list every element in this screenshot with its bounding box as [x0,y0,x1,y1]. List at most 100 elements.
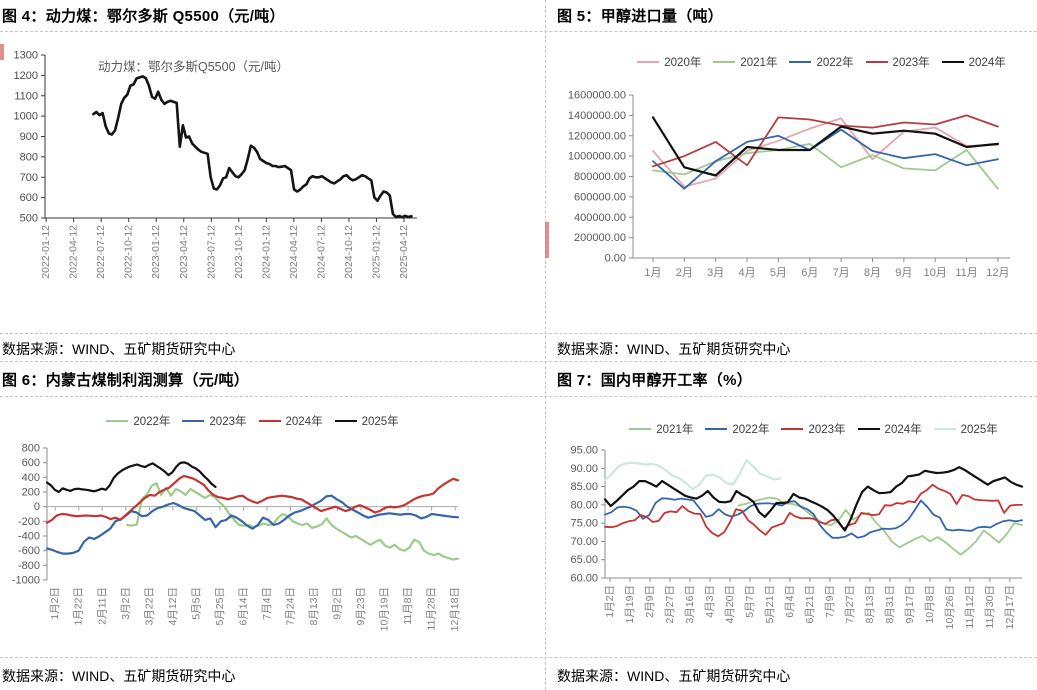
separator-line-below-source1 [0,361,1037,362]
series-2023年 [652,114,999,168]
svg-text:5月25日: 5月25日 [214,587,226,626]
svg-text:0: 0 [34,501,40,513]
svg-text:75.00: 75.00 [570,518,598,530]
legend-item: 2023年 [781,421,846,437]
svg-text:1300: 1300 [14,50,38,62]
fig7-plot-svg: 95.00 90.00 85.00 80.00 75.00 70.00 65.00 60.00… [570,445,1024,629]
svg-text:800: 800 [22,443,40,455]
svg-text:800: 800 [20,151,38,163]
series-2021年 [652,143,999,190]
svg-text:-600: -600 [18,545,40,557]
svg-text:2022-01-12: 2022-01-12 [40,225,52,279]
separator-line-titles-row1 [0,31,1037,32]
svg-text:8月31日: 8月31日 [884,585,896,624]
svg-text:600000.00: 600000.00 [574,191,626,203]
svg-text:70.00: 70.00 [570,536,598,548]
legend-swatch [637,61,660,63]
svg-text:800000.00: 800000.00 [574,171,626,183]
svg-text:12月17日: 12月17日 [1004,585,1016,629]
svg-text:-1000: -1000 [12,575,40,587]
svg-text:1200000.00: 1200000.00 [568,130,626,142]
y-axis: 1600000.00 1400000.00 1200000.00 1000000.00… [568,90,634,265]
series-2022年 [652,128,999,190]
figure7-title: 图 7：国内甲醇开工率（%） [557,372,753,389]
y-axis: 1300 1200 1100 1000 900 800 700 600 500 [14,50,46,225]
legend-swatch [106,420,129,422]
svg-text:11月8日: 11月8日 [402,587,414,625]
svg-text:1月2日: 1月2日 [49,587,61,620]
svg-text:2月11日: 2月11日 [96,587,108,625]
svg-text:10月8日: 10月8日 [924,585,936,624]
svg-text:1000: 1000 [14,111,38,123]
separator-line-above-source2 [0,657,1037,658]
legend-label: 2021年 [740,57,778,69]
svg-text:11月: 11月 [955,267,977,279]
svg-text:0.00: 0.00 [605,253,626,265]
svg-text:85.00: 85.00 [570,481,598,493]
legend-swatch [857,428,880,430]
svg-text:8月13日: 8月13日 [308,587,320,626]
svg-text:2024-10-12: 2024-10-12 [343,225,355,279]
svg-text:80.00: 80.00 [570,499,598,511]
svg-text:500: 500 [20,213,38,225]
fig5-plot-svg: 1600000.00 1400000.00 1200000.00 1000000.00… [568,90,1010,279]
svg-text:-800: -800 [18,560,40,572]
legend-item: 2021年 [629,421,693,437]
svg-text:2023-04-12: 2023-04-12 [178,225,190,279]
legend-item: 2024年 [258,413,323,429]
svg-text:-200: -200 [18,516,40,528]
svg-text:1月2日: 1月2日 [604,585,616,618]
svg-text:11月28日: 11月28日 [426,587,438,631]
svg-text:4月3日: 4月3日 [704,585,716,618]
svg-text:6月21日: 6月21日 [804,585,816,624]
svg-text:3月16日: 3月16日 [684,585,696,624]
svg-text:7月4日: 7月4日 [261,587,273,620]
legend-label: 2022年 [816,57,854,69]
svg-text:3月: 3月 [707,267,724,279]
svg-text:1月19日: 1月19日 [624,585,636,624]
legend-item: 2021年 [713,54,777,70]
svg-text:1月22日: 1月22日 [73,587,85,626]
y-axis: 95.00 90.00 85.00 80.00 75.00 70.00 65.00 60.00 [570,445,606,585]
x-axis: 1月2日 1月22日 2月11日 3月2日 3月22日 4月12日 5月5日 5月25日 6月1… [47,506,461,631]
svg-text:8月: 8月 [864,267,881,279]
svg-text:4月: 4月 [738,267,755,279]
legend-item: 2024年 [857,421,922,437]
svg-text:5月7日: 5月7日 [744,585,756,618]
legend: 2021年 2022年 2023年 2024年 2025年 [605,421,1022,437]
figure4-source: 数据来源：WIND、五矿期货研究中心 [2,341,236,357]
legend-item: 2022年 [705,421,769,437]
legend-swatch [629,428,652,430]
legend-item: 2022年 [106,413,170,429]
fig4-series-inner-label: 动力煤：鄂尔多斯Q5500（元/吨） [98,60,290,74]
svg-text:2023-07-12: 2023-07-12 [205,225,217,279]
series-2020年 [652,117,999,188]
series-动力煤：鄂尔多斯Q5500（元/吨） [92,75,413,219]
svg-text:7月27日: 7月27日 [844,585,856,624]
series-2023年 [45,494,460,555]
svg-text:60.00: 60.00 [570,573,598,585]
chart-coal-to-methanol-profit: 800 600 400 200 0 -200 -400 -600 -800 -1000 1月2日 1月… [0,400,530,658]
svg-text:2024-01-12: 2024-01-12 [260,225,272,279]
x-axis: 1月 2月 3月 4月 5月 6月 7月 8月 9月 10月 11月 12月 [633,257,1010,279]
series-2022年 [125,482,460,561]
figure4-title: 图 4：动力煤：鄂尔多斯 Q5500（元/吨） [2,8,285,25]
series-2024年 [45,474,460,524]
legend-label: 2024年 [884,424,922,436]
legend-swatch [334,420,357,422]
series-2025年 [45,461,217,494]
svg-text:5月21日: 5月21日 [764,585,776,624]
svg-text:1400000.00: 1400000.00 [568,110,626,122]
legend-label: 2024年 [968,57,1006,69]
svg-text:1000000.00: 1000000.00 [568,151,626,163]
legend-label: 2024年 [285,416,323,428]
svg-text:400: 400 [22,472,40,484]
legend-swatch [258,420,281,422]
separator-line-titles-row2 [0,396,1037,397]
svg-text:10月: 10月 [924,267,947,279]
legend-item: 2025年 [933,421,998,437]
svg-text:200000.00: 200000.00 [574,232,626,244]
chart-coal-price: 动力煤：鄂尔多斯Q5500（元/吨） 1300 1200 1100 1000 900 80… [0,36,520,336]
svg-text:2月9日: 2月9日 [644,585,656,618]
